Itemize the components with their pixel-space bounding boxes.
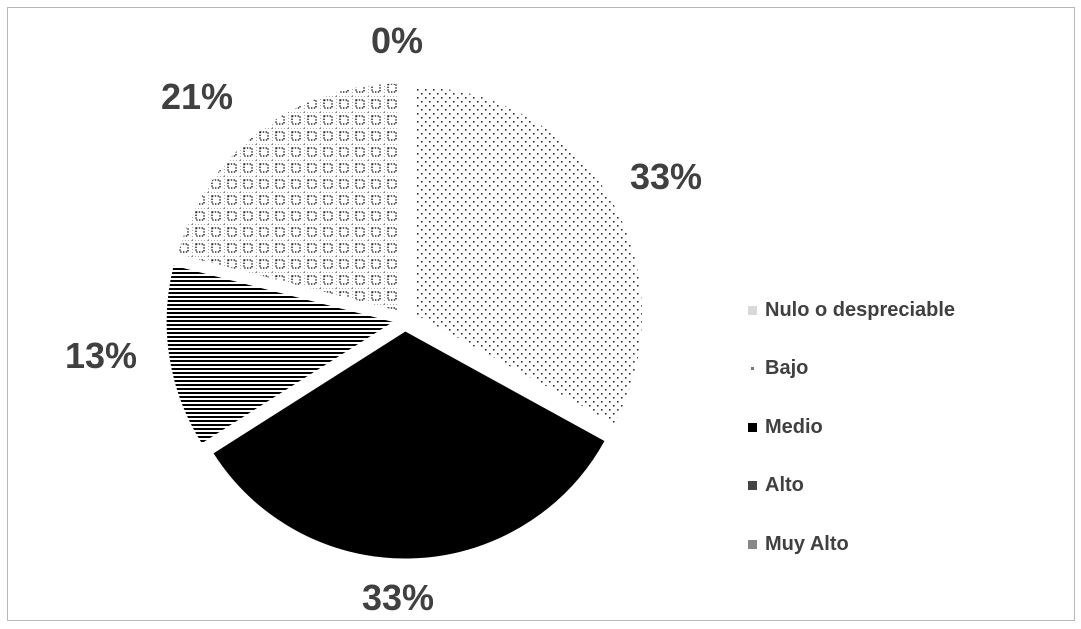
data-label-bajo: 33% <box>630 156 702 197</box>
pie-slice-medio <box>212 330 606 560</box>
data-label-muy-alto: 21% <box>161 76 233 117</box>
data-label-medio: 33% <box>362 577 434 618</box>
legend-item-muy-alto: Muy Alto <box>748 515 1048 574</box>
pie-slice-alto <box>165 264 396 445</box>
legend-key-icon <box>748 539 757 549</box>
legend-key-icon <box>748 422 757 432</box>
data-label-nulo-o-despreciable: 0% <box>371 20 423 61</box>
legend-key-icon <box>748 305 757 315</box>
legend-item-medio: Medio <box>748 398 1048 457</box>
legend-item-bajo: Bajo <box>748 340 1048 399</box>
data-label-alto: 13% <box>65 335 137 376</box>
legend-item-nulo-o-despreciable: Nulo o despreciable <box>748 281 1048 340</box>
legend-label: Medio <box>765 415 823 438</box>
chart-legend: Nulo o despreciable Bajo Medio Alto Muy Alto <box>748 281 1048 574</box>
pie-slice-muy-alto <box>176 82 399 312</box>
legend-key-icon <box>751 367 754 371</box>
legend-label: Bajo <box>765 357 809 380</box>
legend-label: Nulo o despreciable <box>765 298 956 321</box>
legend-label: Alto <box>765 474 804 497</box>
legend-key-icon <box>748 481 757 491</box>
legend-label: Muy Alto <box>765 532 849 555</box>
pie-slice-bajo <box>413 85 643 425</box>
legend-item-alto: Alto <box>748 457 1048 516</box>
